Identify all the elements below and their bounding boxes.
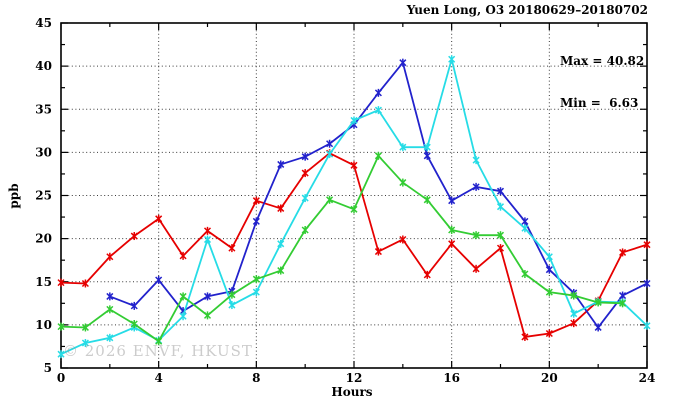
svg-text:12: 12 bbox=[346, 371, 363, 385]
svg-text:20: 20 bbox=[35, 232, 52, 246]
svg-text:0: 0 bbox=[57, 371, 65, 385]
max-value-label: Max = 40.82 bbox=[560, 54, 645, 68]
svg-text:45: 45 bbox=[35, 16, 52, 30]
svg-text:15: 15 bbox=[35, 275, 52, 289]
svg-text:5: 5 bbox=[44, 361, 52, 375]
svg-text:35: 35 bbox=[35, 102, 52, 116]
max-min-annotation: Max = 40.82 Min = 6.63 bbox=[560, 26, 644, 138]
svg-text:25: 25 bbox=[35, 189, 52, 203]
svg-text:40: 40 bbox=[35, 59, 52, 73]
svg-text:8: 8 bbox=[252, 371, 260, 385]
chart-title: Yuen Long, O3 20180629–20180702 bbox=[406, 3, 648, 17]
svg-text:4: 4 bbox=[154, 371, 162, 385]
x-axis-label: Hours bbox=[331, 385, 373, 399]
min-value-label: Min = 6.63 bbox=[560, 96, 639, 110]
svg-text:10: 10 bbox=[35, 318, 52, 332]
svg-text:16: 16 bbox=[443, 371, 460, 385]
watermark: © 2026 ENVF, HKUST bbox=[63, 342, 253, 360]
svg-text:24: 24 bbox=[639, 371, 656, 385]
y-axis-label: ppb bbox=[7, 183, 21, 209]
svg-text:30: 30 bbox=[35, 145, 52, 159]
svg-text:20: 20 bbox=[541, 371, 558, 385]
